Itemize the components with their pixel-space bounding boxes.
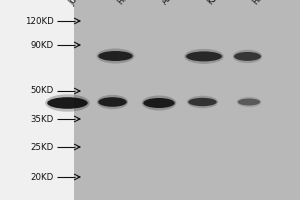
Text: 25KD: 25KD [31,142,54,152]
Bar [74,0,300,200]
Ellipse shape [184,49,224,64]
Ellipse shape [187,96,218,108]
Text: 120KD: 120KD [25,17,54,25]
Text: Hela: Hela [116,0,134,7]
Ellipse shape [237,97,261,107]
Text: 20KD: 20KD [31,172,54,182]
Ellipse shape [98,97,127,107]
Ellipse shape [97,48,134,64]
Ellipse shape [233,50,262,63]
Text: A549: A549 [160,0,181,7]
Text: 35KD: 35KD [31,114,54,123]
Text: Jurkat: Jurkat [68,0,89,7]
Ellipse shape [98,51,133,61]
Ellipse shape [45,94,90,112]
Ellipse shape [47,97,88,109]
Text: HL-60: HL-60 [250,0,272,7]
Ellipse shape [186,51,222,61]
Ellipse shape [238,98,260,106]
Ellipse shape [188,98,217,106]
Ellipse shape [143,98,175,108]
Text: K562: K562 [206,0,226,7]
Text: 50KD: 50KD [31,86,54,95]
Ellipse shape [142,96,176,110]
Ellipse shape [97,95,128,109]
Text: 90KD: 90KD [31,40,54,49]
Ellipse shape [234,52,261,61]
